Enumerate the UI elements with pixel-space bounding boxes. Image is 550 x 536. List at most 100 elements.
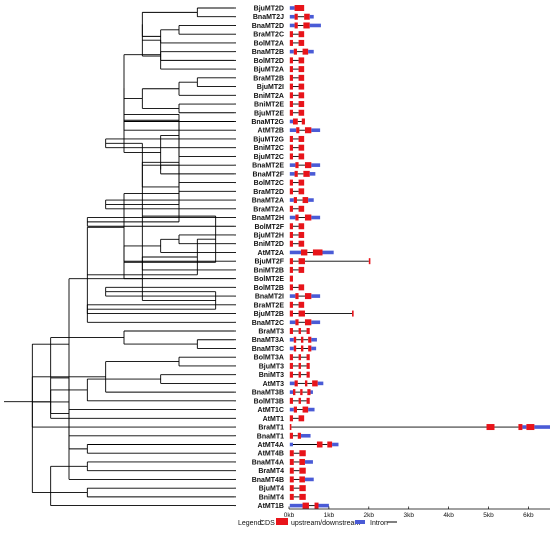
gene-label: AtMT1C [258, 407, 284, 414]
utr-segment [309, 172, 316, 176]
utr-segment [289, 198, 294, 202]
gene-label: BolMT2F [254, 224, 284, 231]
cds-segment [314, 502, 319, 509]
gene-label: AtMT4A [258, 442, 284, 449]
gene-structure-row [289, 354, 310, 361]
cds-segment [300, 336, 304, 343]
gene-structure-row [289, 415, 305, 422]
cds-segment [304, 13, 310, 20]
gene-label: BolMT2D [254, 58, 284, 65]
utr-segment [289, 250, 301, 255]
gene-label: BnaMT3A [252, 337, 284, 344]
cds-segment [289, 39, 293, 46]
utr-segment [289, 215, 296, 220]
cds-segment [298, 66, 305, 73]
gene-label: BjuMT2C [254, 154, 284, 161]
gene-label: BolMT2B [254, 285, 284, 292]
phylogenetic-tree [4, 7, 236, 507]
cds-segment [289, 284, 293, 291]
gene-structure-row [289, 406, 315, 413]
cds-segment [298, 101, 305, 108]
utr-segment [289, 163, 296, 167]
cds-segment [289, 109, 293, 116]
cds-segment [289, 66, 293, 73]
cds-segment [298, 74, 305, 81]
gene-structure-row [289, 197, 314, 204]
gene-label: BjuMT2B [254, 311, 284, 318]
gene-structure-row [289, 319, 321, 326]
gene-structure-row [289, 380, 324, 387]
cds-segment [289, 275, 293, 282]
cds-segment [298, 284, 305, 291]
cds-segment [294, 5, 305, 11]
gene-structure-row [289, 310, 354, 317]
axis-tick-label: 6kb [523, 512, 534, 519]
cds-segment [312, 380, 318, 387]
gene-structure-row [289, 458, 313, 465]
cds-segment [298, 231, 305, 238]
cds-segment [295, 162, 299, 169]
cds-segment [289, 83, 293, 90]
gene-label: BnaMT2E [252, 163, 284, 170]
gene-structure-row [289, 424, 550, 431]
gene-structure-row [289, 118, 305, 125]
gene-label: BjuMT2I [257, 84, 284, 91]
cds-segment [289, 450, 294, 457]
cds-segment [298, 266, 305, 273]
cds-segment [289, 354, 293, 361]
gene-label: BniMT2D [254, 241, 284, 248]
gene-structure-row [289, 231, 305, 238]
cds-segment [293, 406, 297, 413]
cds-segment [289, 310, 293, 317]
utr-segment [332, 442, 339, 447]
cds-segment [294, 22, 298, 29]
gene-label: BraMT3 [258, 329, 284, 336]
gene-structure-row [289, 170, 316, 177]
gene-label: BjuMT2G [253, 136, 284, 143]
cds-segment [298, 57, 305, 64]
utr-segment [289, 407, 294, 412]
utr-segment [289, 14, 295, 19]
cds-segment [289, 397, 293, 404]
gene-structure-row [289, 450, 306, 457]
gene-label: BraMT2A [253, 206, 284, 213]
utr-segment [318, 503, 329, 508]
cds-segment [303, 22, 310, 29]
cds-segment [294, 13, 298, 20]
cds-segment [289, 371, 293, 378]
gene-label: BniMT3 [259, 372, 284, 379]
gene-label: AtMT2A [258, 250, 284, 257]
gene-label: BolMT3A [254, 355, 284, 362]
gene-label: BniMT2E [254, 102, 284, 109]
cds-segment [307, 389, 311, 396]
cds-segment [526, 424, 535, 431]
gene-label: BniMT2B [254, 267, 284, 274]
cds-segment [289, 493, 294, 500]
cds-segment [300, 345, 304, 352]
utr-segment [289, 49, 294, 54]
legend-cds-swatch [276, 518, 288, 525]
gene-structure-row [289, 83, 305, 90]
gene-structure-row [289, 188, 305, 195]
cds-segment [304, 293, 312, 300]
utr-segment [289, 6, 295, 10]
gene-structure-row [289, 135, 305, 142]
cds-segment [303, 170, 310, 177]
cds-segment [298, 83, 305, 90]
cds-segment [298, 135, 305, 142]
cds-segment [306, 371, 310, 378]
cds-segment [368, 258, 371, 265]
cds-segment [289, 179, 293, 186]
legend: Legend: CDS upstream/downstream Intron [238, 518, 397, 527]
cds-segment [298, 397, 301, 404]
cds-segment [289, 485, 294, 492]
gene-structure-row [289, 101, 305, 108]
gene-structure-row [289, 328, 310, 335]
cds-segment [300, 249, 308, 256]
gene-structure-row [289, 48, 314, 55]
cds-segment [308, 336, 312, 343]
gene-label: AtMT2B [258, 128, 284, 135]
utr-segment [311, 320, 321, 325]
